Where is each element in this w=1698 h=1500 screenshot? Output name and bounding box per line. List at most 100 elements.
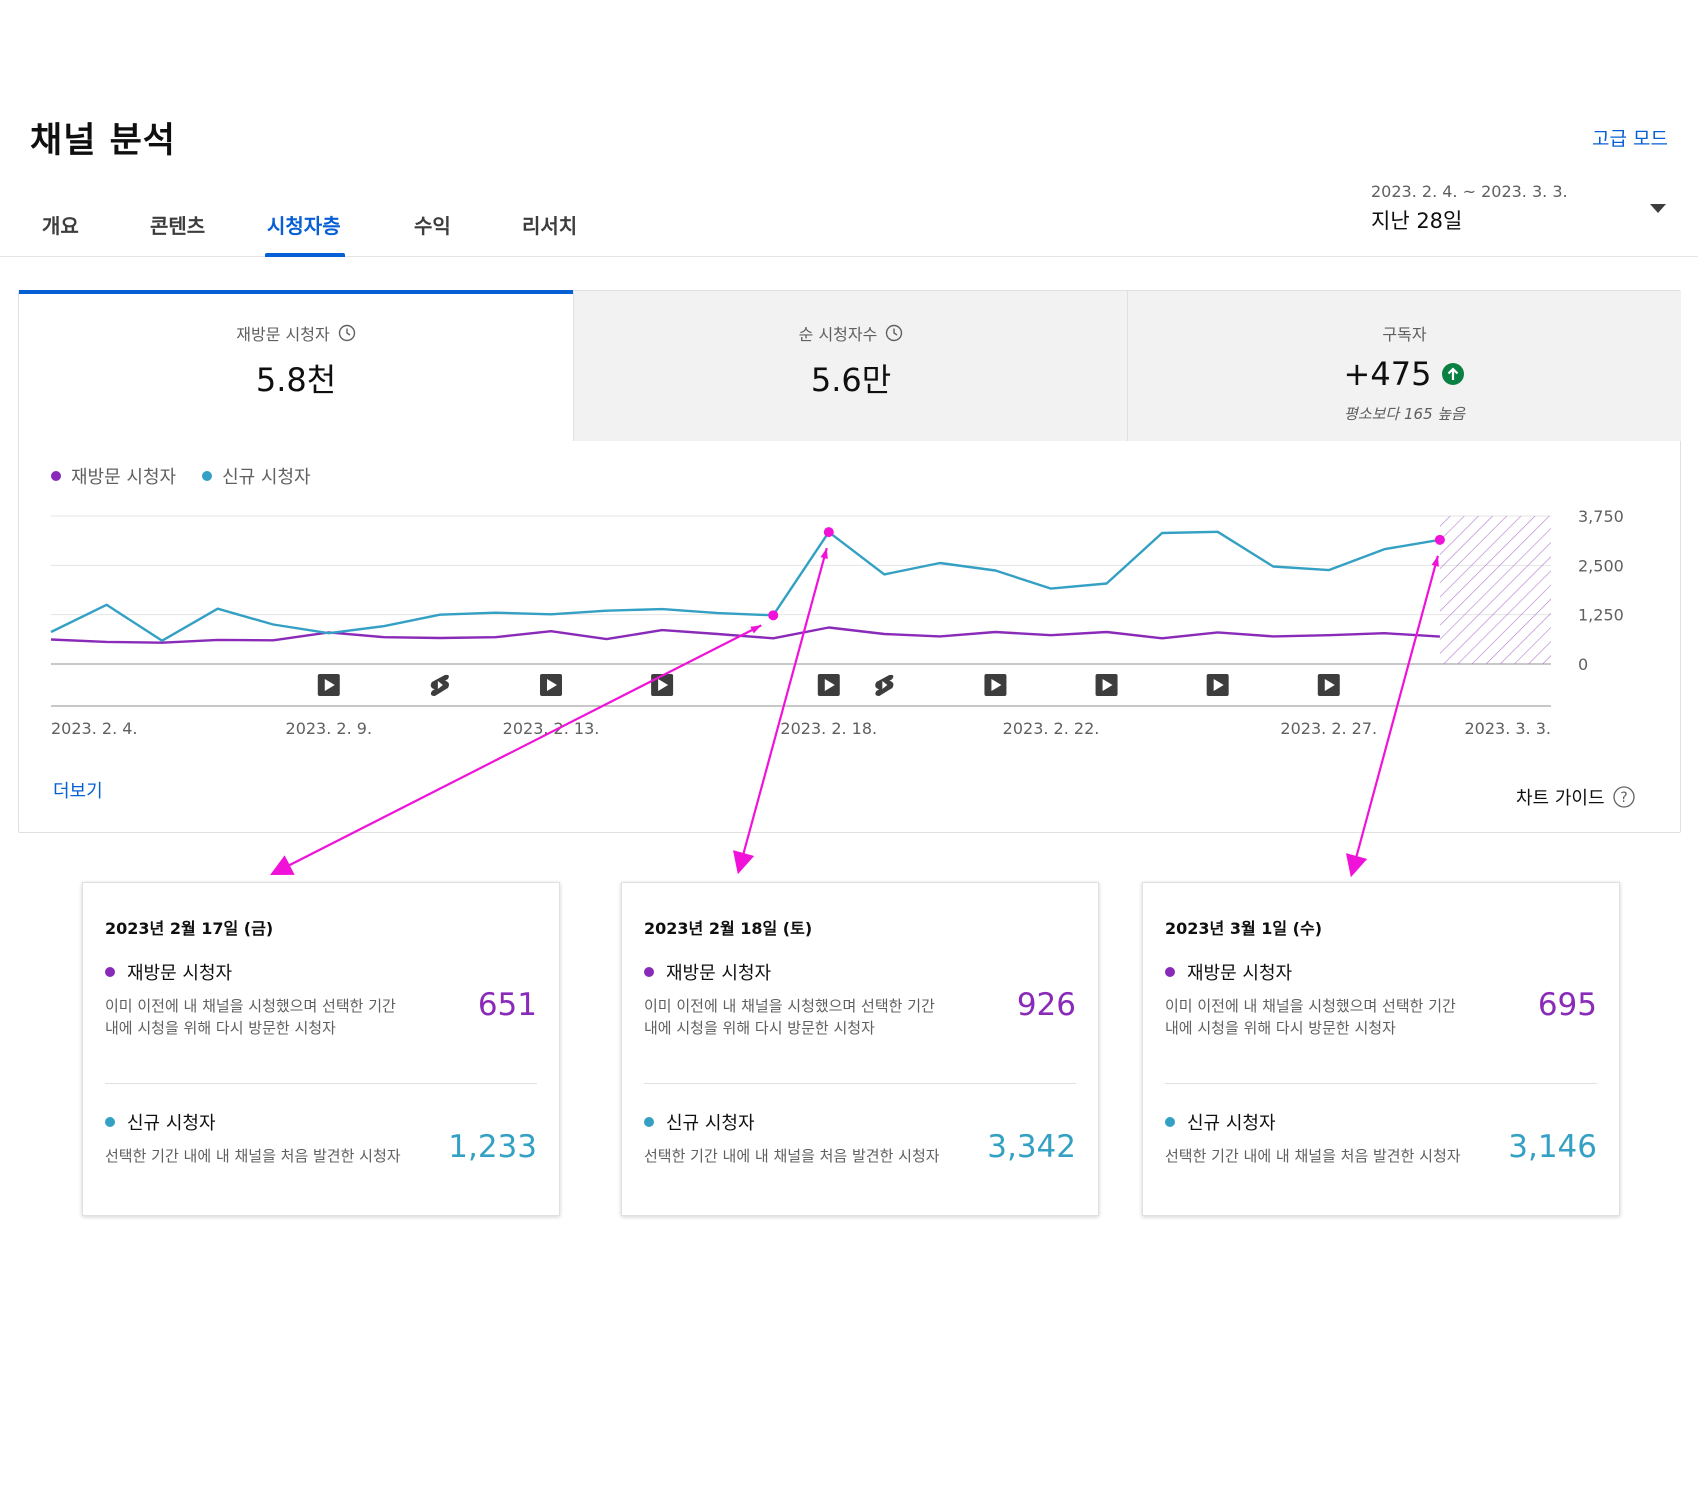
metric-value: +475 — [1343, 355, 1432, 393]
highlight-point — [1434, 534, 1445, 545]
video-upload-icon — [651, 674, 674, 696]
page-title: 채널 분석 — [30, 121, 176, 161]
tab-overview[interactable]: 개요 — [42, 214, 79, 238]
series-dot — [105, 1117, 115, 1127]
date-period-text: 지난 28일 — [1371, 209, 1463, 233]
tooltip-new: 신규 시청자 선택한 기간 내에 내 채널을 처음 발견한 시청자 3,146 — [1165, 1109, 1597, 1167]
chevron-down-icon[interactable] — [1650, 204, 1666, 213]
metric-unique-viewers[interactable]: 순 시청자수 5.6만 — [574, 291, 1128, 441]
x-tick-label: 2023. 2. 18. — [780, 719, 877, 738]
tooltip-series-desc: 이미 이전에 내 채널을 시청했으며 선택한 기간 내에 시청을 위해 다시 방… — [644, 997, 935, 1037]
metric-divider — [1127, 291, 1128, 441]
tooltip-divider — [644, 1083, 1076, 1084]
metric-value: 5.6만 — [810, 361, 892, 399]
metric-value: 5.8천 — [255, 361, 337, 399]
series-dot — [644, 1117, 654, 1127]
legend-item-new[interactable]: 신규 시청자 — [202, 463, 311, 489]
clock-icon[interactable] — [338, 324, 356, 342]
legend-dot — [51, 471, 61, 481]
tooltip-series-desc: 선택한 기간 내에 내 채널을 처음 발견한 시청자 — [644, 1147, 940, 1165]
metric-note: 평소보다 165 높음 — [1344, 405, 1465, 423]
shorts-play-icon — [882, 681, 888, 689]
tooltip-divider — [105, 1083, 537, 1084]
tooltip-series-label: 재방문 시청자 — [666, 963, 772, 984]
advanced-mode-link[interactable]: 고급 모드 — [1592, 128, 1668, 150]
video-upload-icon — [1206, 674, 1229, 696]
tooltip-series-desc: 이미 이전에 내 채널을 시청했으며 선택한 기간 내에 시청을 위해 다시 방… — [1165, 997, 1456, 1037]
y-tick-label: 1,250 — [1578, 606, 1624, 625]
tooltip-series-value: 695 — [1537, 987, 1597, 1023]
y-tick-label: 0 — [1578, 655, 1588, 674]
see-more-link[interactable]: 더보기 — [53, 781, 103, 802]
x-tick-label: 2023. 3. 3. — [1464, 719, 1551, 738]
metric-subscribers[interactable]: 구독자 +475 평소보다 165 높음 — [1128, 291, 1681, 441]
x-tick-label: 2023. 2. 9. — [286, 719, 373, 738]
video-upload-icon — [1095, 674, 1118, 696]
help-icon: ? — [1612, 786, 1635, 808]
line-chart[interactable]: 3,750 2,500 1,250 0 2023. 2. 4. 2023. 2. 9. 20… — [0, 0, 1698, 900]
y-tick-label: 3,750 — [1578, 507, 1624, 526]
x-tick-label: 2023. 2. 4. — [51, 719, 138, 738]
tooltip-card: 2023년 3월 1일 (수) 재방문 시청자 이미 이전에 내 채널을 시청했… — [1142, 882, 1620, 1216]
x-tick-label: 2023. 2. 13. — [503, 719, 600, 738]
tooltip-returning: 재방문 시청자 이미 이전에 내 채널을 시청했으며 선택한 기간 내에 시청을… — [644, 959, 1076, 1039]
tooltip-card: 2023년 2월 18일 (토) 재방문 시청자 이미 이전에 내 채널을 시청… — [621, 882, 1099, 1216]
x-tick-label: 2023. 2. 27. — [1280, 719, 1377, 738]
tooltip-card: 2023년 2월 17일 (금) 재방문 시청자 이미 이전에 내 채널을 시청… — [82, 882, 560, 1216]
metric-label: 재방문 시청자 — [236, 325, 330, 344]
play-icon — [991, 679, 1002, 691]
arrow-up-circle-icon — [1442, 363, 1465, 385]
active-metric-indicator — [19, 290, 573, 294]
tooltip-series-value: 3,342 — [987, 1129, 1076, 1165]
shorts-upload-icon — [430, 674, 450, 696]
tooltip-divider — [1165, 1083, 1597, 1084]
video-upload-icon — [317, 674, 340, 696]
tooltip-returning: 재방문 시청자 이미 이전에 내 채널을 시청했으며 선택한 기간 내에 시청을… — [1165, 959, 1597, 1039]
tab-research[interactable]: 리서치 — [522, 214, 578, 238]
metric-label: 순 시청자수 — [798, 325, 878, 344]
forecast-region — [1439, 516, 1551, 664]
svg-text:?: ? — [1620, 790, 1627, 806]
tooltip-date: 2023년 3월 1일 (수) — [1165, 919, 1323, 938]
chart-guide-button[interactable]: 차트 가이드 ? — [1516, 784, 1635, 810]
series-dot — [105, 967, 115, 977]
tab-audience[interactable]: 시청자층 — [267, 214, 341, 238]
x-tick-label: 2023. 2. 22. — [1003, 719, 1100, 738]
chart-legend: 재방문 시청자 신규 시청자 — [51, 463, 311, 489]
series-dot — [1165, 1117, 1175, 1127]
tooltip-series-desc: 선택한 기간 내에 내 채널을 처음 발견한 시청자 — [1165, 1147, 1461, 1165]
tooltip-series-value: 926 — [1016, 987, 1076, 1023]
tooltip-series-value: 1,233 — [448, 1129, 537, 1165]
clock-icon[interactable] — [885, 324, 903, 342]
tab-content[interactable]: 콘텐츠 — [150, 214, 206, 238]
series-line — [50, 626, 1440, 644]
play-icon — [1102, 679, 1113, 691]
highlight-point — [768, 610, 779, 621]
tab-bar: 개요 콘텐츠 시청자층 수익 리서치 — [0, 190, 1698, 257]
metric-divider — [573, 291, 574, 441]
series-dot — [644, 967, 654, 977]
tooltip-series-label: 신규 시청자 — [666, 1113, 755, 1134]
date-range-picker[interactable]: 2023. 2. 4. ~ 2023. 3. 3. 지난 28일 — [1371, 182, 1568, 235]
tab-revenue[interactable]: 수익 — [414, 214, 451, 238]
legend-label: 신규 시청자 — [222, 467, 311, 488]
active-tab-indicator — [265, 253, 345, 257]
tooltip-date: 2023년 2월 18일 (토) — [644, 919, 813, 938]
series-line — [50, 530, 1441, 642]
highlight-point — [823, 527, 834, 538]
y-tick-label: 2,500 — [1578, 556, 1624, 575]
series-dot — [1165, 967, 1175, 977]
video-upload-icon — [817, 674, 840, 696]
legend-dot — [202, 471, 213, 481]
tooltip-series-label: 재방문 시청자 — [127, 963, 233, 984]
tooltip-series-desc: 이미 이전에 내 채널을 시청했으며 선택한 기간 내에 시청을 위해 다시 방… — [105, 997, 396, 1037]
tooltip-series-label: 재방문 시청자 — [1187, 963, 1293, 984]
tooltip-series-value: 3,146 — [1508, 1129, 1597, 1165]
date-range-text: 2023. 2. 4. ~ 2023. 3. 3. — [1371, 182, 1568, 201]
tooltip-series-value: 651 — [477, 987, 537, 1023]
tooltip-new: 신규 시청자 선택한 기간 내에 내 채널을 처음 발견한 시청자 3,342 — [644, 1109, 1076, 1167]
play-icon — [1213, 679, 1224, 691]
metric-returning-viewers[interactable]: 재방문 시청자 5.8천 — [19, 290, 573, 441]
legend-item-returning[interactable]: 재방문 시청자 — [51, 463, 176, 489]
play-icon — [1324, 679, 1335, 691]
